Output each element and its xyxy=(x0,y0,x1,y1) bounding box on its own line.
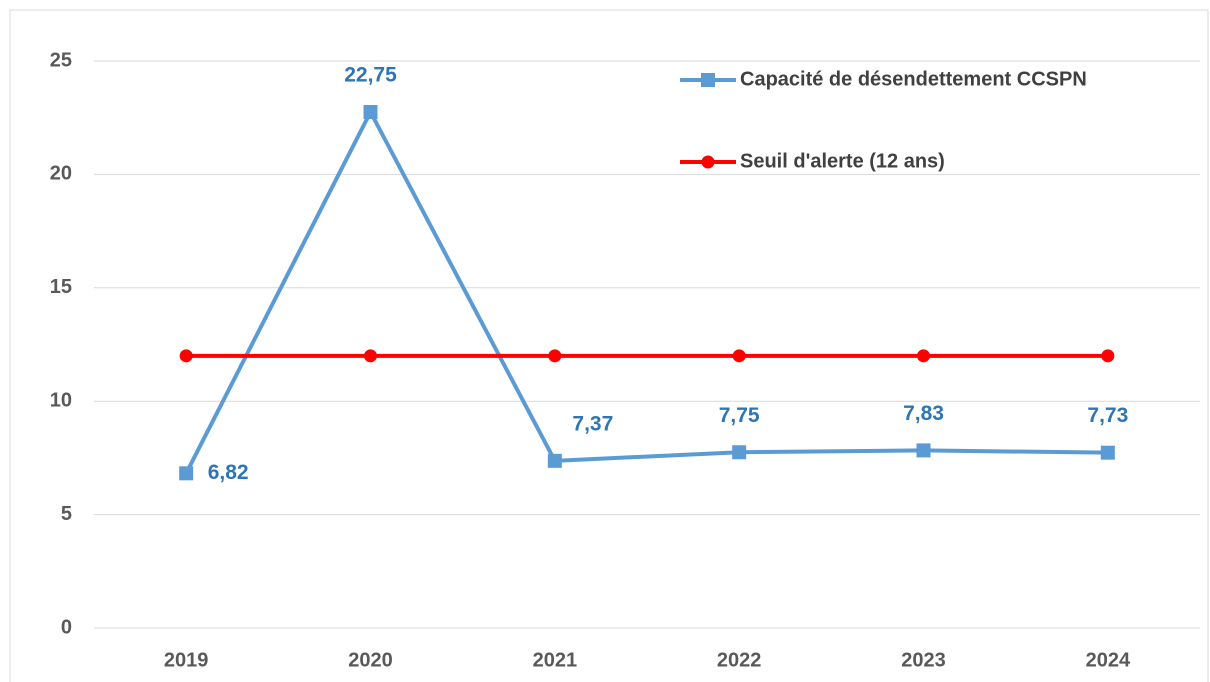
point xyxy=(916,443,931,458)
x-tick-label: 2021 xyxy=(533,649,578,671)
y-tick-label: 15 xyxy=(50,276,72,298)
point xyxy=(364,349,377,363)
point xyxy=(732,445,747,460)
legend-label: Seuil d'alerte (12 ans) xyxy=(740,150,945,172)
x-tick-label: 2024 xyxy=(1086,649,1131,671)
legend-marker xyxy=(701,155,715,169)
data-label: 7,37 xyxy=(572,412,613,435)
point xyxy=(548,349,562,363)
chart-frame xyxy=(9,9,1209,682)
y-tick-label: 5 xyxy=(61,503,72,525)
x-tick-label: 2020 xyxy=(348,649,393,671)
point xyxy=(547,453,562,468)
y-tick-label: 0 xyxy=(61,616,72,638)
point xyxy=(179,349,193,363)
point xyxy=(1101,349,1115,363)
y-tick-label: 20 xyxy=(50,163,72,185)
point xyxy=(179,466,194,481)
series-line xyxy=(184,110,1108,475)
data-label: 7,75 xyxy=(719,404,760,427)
data-label: 22,75 xyxy=(344,64,397,87)
legend-label: Capacité de désendettement CCSPN xyxy=(740,68,1087,90)
point xyxy=(1100,445,1115,460)
data-label: 7,73 xyxy=(1087,404,1128,427)
y-tick-label: 10 xyxy=(50,389,72,411)
data-label: 6,82 xyxy=(208,461,249,484)
x-tick-label: 2022 xyxy=(717,649,762,671)
x-tick-label: 2019 xyxy=(164,649,209,671)
x-tick-label: 2023 xyxy=(901,649,946,671)
y-tick-label: 25 xyxy=(50,49,72,71)
point xyxy=(917,349,930,363)
point xyxy=(363,105,378,120)
legend-marker xyxy=(701,73,715,87)
point xyxy=(732,349,746,363)
data-label: 7,83 xyxy=(903,402,944,425)
